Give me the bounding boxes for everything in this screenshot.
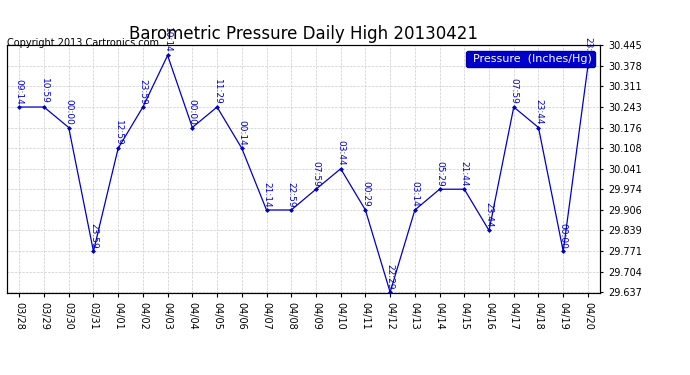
- Text: 07:59: 07:59: [311, 160, 320, 186]
- Text: 10:59: 10:59: [39, 78, 48, 104]
- Text: 03:14: 03:14: [411, 182, 420, 207]
- Text: 23:44: 23:44: [534, 99, 543, 125]
- Text: 00:29: 00:29: [361, 182, 370, 207]
- Text: 21:14: 21:14: [262, 182, 271, 207]
- Title: Barometric Pressure Daily High 20130421: Barometric Pressure Daily High 20130421: [129, 26, 478, 44]
- Text: 22:59: 22:59: [287, 182, 296, 207]
- Text: 12:59: 12:59: [114, 120, 123, 146]
- Text: 23:59: 23:59: [584, 37, 593, 63]
- Text: 11:29: 11:29: [213, 78, 221, 104]
- Text: 05:29: 05:29: [435, 161, 444, 186]
- Text: 23:44: 23:44: [484, 202, 493, 228]
- Text: Copyright 2013 Cartronics.com: Copyright 2013 Cartronics.com: [7, 38, 159, 48]
- Text: 23:59: 23:59: [139, 78, 148, 104]
- Text: 09:14: 09:14: [14, 78, 23, 104]
- Text: 00:00: 00:00: [559, 223, 568, 249]
- Text: 00:00: 00:00: [188, 99, 197, 125]
- Text: 00:14: 00:14: [237, 120, 246, 146]
- Text: 00:00: 00:00: [64, 99, 73, 125]
- Text: 03:44: 03:44: [336, 140, 345, 166]
- Text: 22:29: 22:29: [386, 264, 395, 290]
- Legend: Pressure  (Inches/Hg): Pressure (Inches/Hg): [466, 51, 595, 67]
- Text: 21:44: 21:44: [460, 161, 469, 186]
- Text: 07:59: 07:59: [509, 78, 518, 104]
- Text: 10:14: 10:14: [163, 27, 172, 52]
- Text: 23:59: 23:59: [89, 223, 98, 249]
